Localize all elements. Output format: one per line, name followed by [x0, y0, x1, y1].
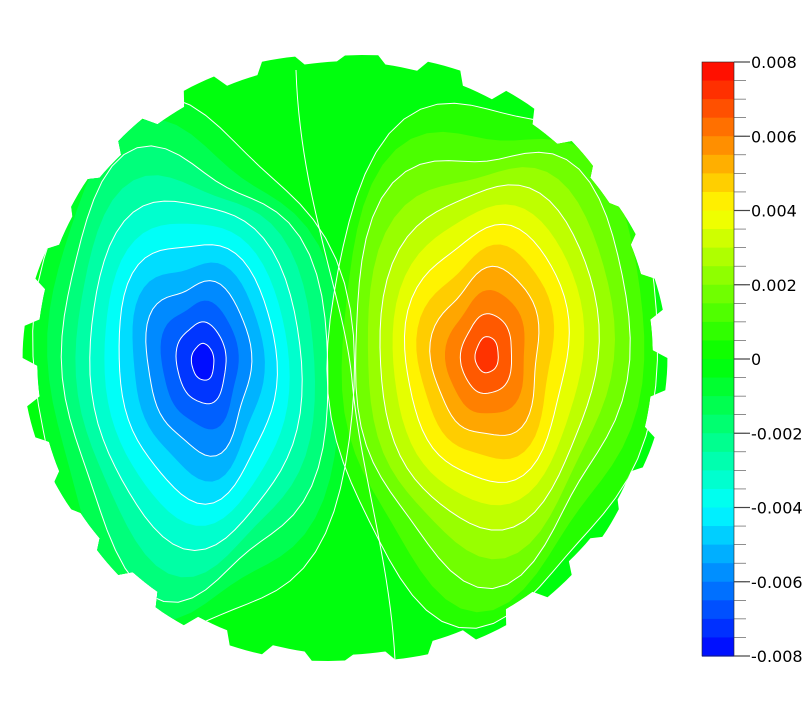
colorbar-tick-label: 0.004: [751, 202, 797, 221]
colorbar-swatch: [702, 377, 734, 397]
contour-line: [429, 265, 540, 436]
colorbar-tick-label: -0.006: [751, 573, 803, 592]
colorbar-swatch: [702, 563, 734, 583]
colorbar-swatch: [702, 303, 734, 323]
colorbar-swatch: [702, 154, 734, 174]
contour-line: [190, 342, 215, 381]
colorbar-swatch: [702, 266, 734, 286]
colorbar-swatch: [702, 470, 734, 490]
colorbar-swatch: [702, 229, 734, 249]
contour-line: [379, 184, 600, 531]
colorbar-swatch: [702, 396, 734, 416]
field-domain: [22, 55, 668, 661]
colorbar-tick-label: -0.002: [751, 424, 803, 443]
colorbar-swatch: [702, 117, 734, 137]
colorbar-tick-label: 0: [751, 350, 761, 369]
positive-lobe: [326, 103, 658, 629]
colorbar-tick-label: 0.006: [751, 127, 797, 146]
contour-line: [145, 280, 253, 457]
zero-contour-line: [295, 69, 396, 661]
colorbar-swatch: [702, 600, 734, 620]
contour-line: [118, 244, 278, 505]
contour-line: [474, 336, 499, 374]
colorbar-swatch: [702, 62, 734, 82]
colorbar-swatch: [702, 284, 734, 304]
field-band: [191, 343, 214, 381]
colorbar-swatch: [702, 359, 734, 379]
contour-line: [175, 321, 227, 405]
colorbar-swatch: [702, 321, 734, 342]
field-band: [475, 336, 499, 373]
colorbar: 0.008 0.006 0.004 0.002 0 -0.002 -0.004 -0.006 -…: [701, 53, 803, 666]
colorbar-ticks: [734, 61, 750, 657]
colorbar-swatch: [702, 136, 734, 156]
colorbar-swatch: [702, 526, 734, 546]
colorbar-swatches: [702, 62, 734, 657]
colorbar-swatch: [702, 488, 734, 509]
contour-line: [60, 145, 329, 603]
colorbar-tick-label: 0.008: [751, 53, 797, 72]
colorbar-swatch: [702, 99, 734, 119]
colorbar-tick-label: 0.002: [751, 276, 797, 295]
contour-lines: [32, 69, 658, 661]
colorbar-swatch: [702, 247, 734, 267]
colorbar-labels: 0.008 0.006 0.004 0.002 0 -0.002 -0.004 -0.006 -…: [751, 53, 803, 666]
colorbar-swatch: [702, 637, 734, 657]
colorbar-swatch: [702, 618, 734, 639]
contour-line: [403, 223, 570, 483]
colorbar-swatch: [702, 191, 734, 212]
colorbar-tick-label: -0.004: [751, 499, 803, 518]
contour-line: [459, 313, 512, 395]
colorbar-swatch: [702, 507, 734, 527]
colorbar-swatch: [702, 581, 734, 601]
contour-line: [355, 151, 631, 590]
colorbar-swatch: [702, 544, 734, 564]
colorbar-swatch: [702, 210, 734, 230]
colorbar-swatch: [702, 80, 734, 100]
colorbar-swatch: [702, 414, 734, 434]
colorbar-tick-label: -0.008: [751, 647, 803, 666]
colorbar-swatch: [702, 340, 734, 360]
colorbar-swatch: [702, 173, 734, 193]
colorbar-swatch: [702, 451, 734, 471]
colorbar-swatch: [702, 433, 734, 453]
contour-line: [89, 200, 303, 552]
